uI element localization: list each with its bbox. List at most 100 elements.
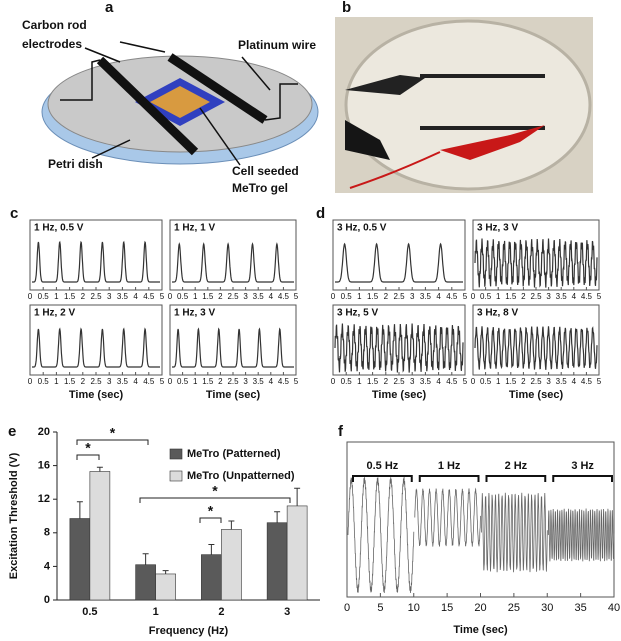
legend-swatch [169, 470, 183, 482]
tick-label: 25 [508, 602, 520, 614]
y-tick-label: 0 [44, 594, 50, 606]
tick-label: 3.5 [556, 377, 568, 386]
trace [474, 326, 598, 370]
tick-label: 40 [608, 602, 620, 614]
tick-label: 4.5 [143, 292, 155, 301]
tick-label: 1.5 [505, 377, 517, 386]
panel-letter: f [338, 423, 344, 440]
label: 3 Hz, 8 V [477, 308, 518, 319]
annotation: Cell seeded [232, 164, 299, 178]
tick-label: 3.5 [253, 292, 265, 301]
error-bar [162, 570, 169, 574]
x-axis-label: Frequency (Hz) [149, 625, 229, 637]
significance: * [85, 440, 91, 456]
tick-label: 4.5 [278, 377, 290, 386]
bracket [418, 475, 480, 482]
tick-label: 0 [168, 292, 173, 301]
tick-label: 5 [463, 292, 468, 301]
bracket [139, 497, 291, 503]
tick-label: 2.5 [530, 292, 542, 301]
tick-label: 0.5 [38, 377, 50, 386]
annotation: electrodes [22, 37, 82, 51]
tick-label: 2.5 [227, 292, 239, 301]
tick-label: 3.5 [253, 377, 265, 386]
annotation: Carbon rod [22, 18, 87, 32]
tick-label: 1.5 [367, 377, 379, 386]
tick-label: 3 [546, 292, 551, 301]
y-axis-label: Excitation Threshold (V) [8, 452, 20, 579]
panel-letter: d [316, 205, 325, 222]
tick-label: 0 [344, 602, 350, 614]
significance: * [110, 425, 116, 441]
tick-label: 2 [521, 377, 526, 386]
tick-label: 3 [410, 377, 415, 386]
label: 1 Hz, 3 V [174, 308, 215, 319]
tick-label: 1.5 [64, 292, 76, 301]
tick-label: 3 [243, 377, 248, 386]
panel-letter: a [105, 0, 114, 16]
bracket [352, 475, 413, 482]
tick-label: 4.5 [143, 377, 155, 386]
tick-label: 1.5 [202, 377, 214, 386]
tick-label: 4 [269, 292, 274, 301]
tick-label: 4.5 [446, 292, 458, 301]
y-tick-label: 12 [38, 493, 50, 505]
label: 0.5 Hz [366, 460, 398, 472]
bar [221, 529, 242, 601]
annotation: MeTro gel [232, 181, 288, 195]
tick-label: 3 [107, 292, 112, 301]
error-bar [228, 520, 235, 530]
tick-label: 1.5 [367, 292, 379, 301]
tick-label: 0 [168, 377, 173, 386]
label: 3 Hz, 3 V [477, 223, 518, 234]
tick-label: 0 [28, 292, 33, 301]
bar [155, 573, 176, 601]
bar [69, 518, 91, 601]
tick-label: 1 [357, 377, 362, 386]
tick-label: 2.5 [393, 377, 405, 386]
trace [414, 487, 481, 547]
trace [474, 238, 598, 288]
error-bar [76, 501, 83, 519]
x-tick-label: 0.5 [82, 606, 97, 618]
tick-label: 4.5 [278, 292, 290, 301]
tick-label: 1 [54, 292, 59, 301]
tick-label: 4 [436, 377, 441, 386]
trace [172, 242, 294, 283]
tick-label: 3.5 [420, 292, 432, 301]
tick-label: 0 [331, 377, 336, 386]
trace [32, 327, 160, 368]
tick-label: 5 [160, 292, 165, 301]
legend-swatch [169, 448, 183, 460]
label: 3 Hz [571, 460, 594, 472]
tick-label: 1 [496, 292, 501, 301]
trace [335, 242, 463, 283]
y-tick-label: 20 [38, 426, 50, 438]
annotation: Platinum wire [238, 38, 316, 52]
tick-label: 2.5 [90, 377, 102, 386]
trace [481, 492, 548, 573]
tick-label: 1 [193, 377, 198, 386]
tick-label: 1 [357, 292, 362, 301]
tick-label: 5 [377, 602, 383, 614]
tick-label: 0.5 [480, 377, 492, 386]
trace [347, 476, 415, 594]
tick-label: 4 [572, 377, 577, 386]
tick-label: 2 [218, 377, 223, 386]
tick-label: 5 [294, 292, 299, 301]
tick-label: 35 [575, 602, 587, 614]
error-bar [274, 511, 281, 523]
y-tick-label: 16 [38, 460, 50, 472]
error-bar [142, 553, 149, 565]
significance: * [208, 503, 214, 519]
bracket [485, 475, 547, 482]
tick-label: 1.5 [202, 292, 214, 301]
tick-label: 1.5 [64, 377, 76, 386]
bar [201, 554, 222, 601]
label: Time (sec) [372, 389, 427, 401]
trace [32, 240, 160, 283]
tick-label: 1.5 [505, 292, 517, 301]
tick-label: 4 [572, 292, 577, 301]
error-bar [96, 466, 103, 472]
